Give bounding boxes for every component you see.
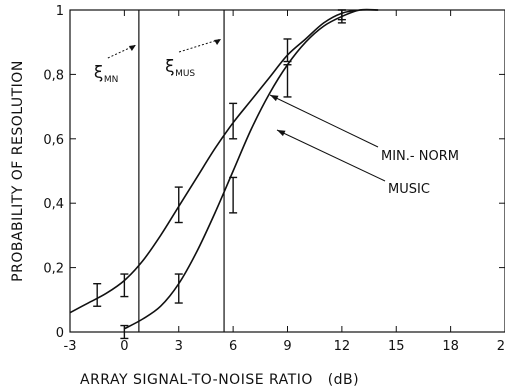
annotation-min-norm: MIN.- NORM xyxy=(381,149,459,164)
series-group xyxy=(69,8,379,330)
x-tick-label: 6 xyxy=(229,339,237,354)
y-tick-label: 1 xyxy=(56,4,64,19)
x-axis-title: ARRAY SIGNAL-TO-NOISE RATIO (dB) xyxy=(80,372,359,388)
x-tick-label: 18 xyxy=(442,339,459,354)
annotation-arrowhead xyxy=(277,130,286,137)
threshold-label-mus: ξ xyxy=(165,57,174,77)
error-bars-group xyxy=(93,9,346,340)
x-tick-label: 21 xyxy=(497,339,505,354)
x-tick-label: 0 xyxy=(120,339,128,354)
error-bar-min-norm xyxy=(229,102,238,140)
threshold-subscript-mus: MUS xyxy=(175,69,195,79)
annotation-pointer xyxy=(276,129,386,182)
annotation-pointer xyxy=(269,94,379,148)
error-bar-music xyxy=(229,176,238,214)
threshold-arrowhead xyxy=(128,45,136,51)
x-tick-label: 15 xyxy=(388,339,405,354)
x-tick-label: 3 xyxy=(175,339,183,354)
threshold-label-mn: ξ xyxy=(94,63,103,83)
threshold-subscript-mn: MN xyxy=(104,75,119,85)
y-tick-label: 0,6 xyxy=(43,133,64,148)
y-tick-label: 0 xyxy=(56,326,64,341)
error-bar-music xyxy=(120,324,129,340)
x-tick-label: -3 xyxy=(64,339,77,354)
error-bar-min-norm xyxy=(93,283,102,307)
y-tick-label: 0,4 xyxy=(43,197,64,212)
error-bar-music xyxy=(283,64,292,98)
series-line-min-norm xyxy=(69,8,379,314)
y-axis-title: PROBABILITY OF RESOLUTION xyxy=(10,60,26,282)
annotation-arrowhead xyxy=(270,95,279,102)
series-line-music xyxy=(123,8,379,330)
error-bar-min-norm xyxy=(283,38,292,63)
threshold-lines: ξ MNξ MUS xyxy=(94,10,225,332)
x-tick-label: 12 xyxy=(334,339,351,354)
threshold-arrowhead xyxy=(214,39,222,45)
annotation-music: MUSIC xyxy=(388,182,430,197)
error-bar-music xyxy=(337,9,346,21)
annotations-group: MIN.- NORM MUSIC xyxy=(269,94,459,197)
threshold-arrow xyxy=(178,38,222,53)
y-tick-label: 0,2 xyxy=(43,262,64,277)
error-bar-min-norm xyxy=(120,273,129,298)
error-bar-min-norm xyxy=(174,186,183,224)
y-tick-label: 0,8 xyxy=(43,68,64,83)
error-bar-music xyxy=(174,273,183,304)
x-tick-label: 9 xyxy=(283,339,291,354)
axis-ticks: -303691215182100,20,40,60,81 xyxy=(43,4,505,354)
